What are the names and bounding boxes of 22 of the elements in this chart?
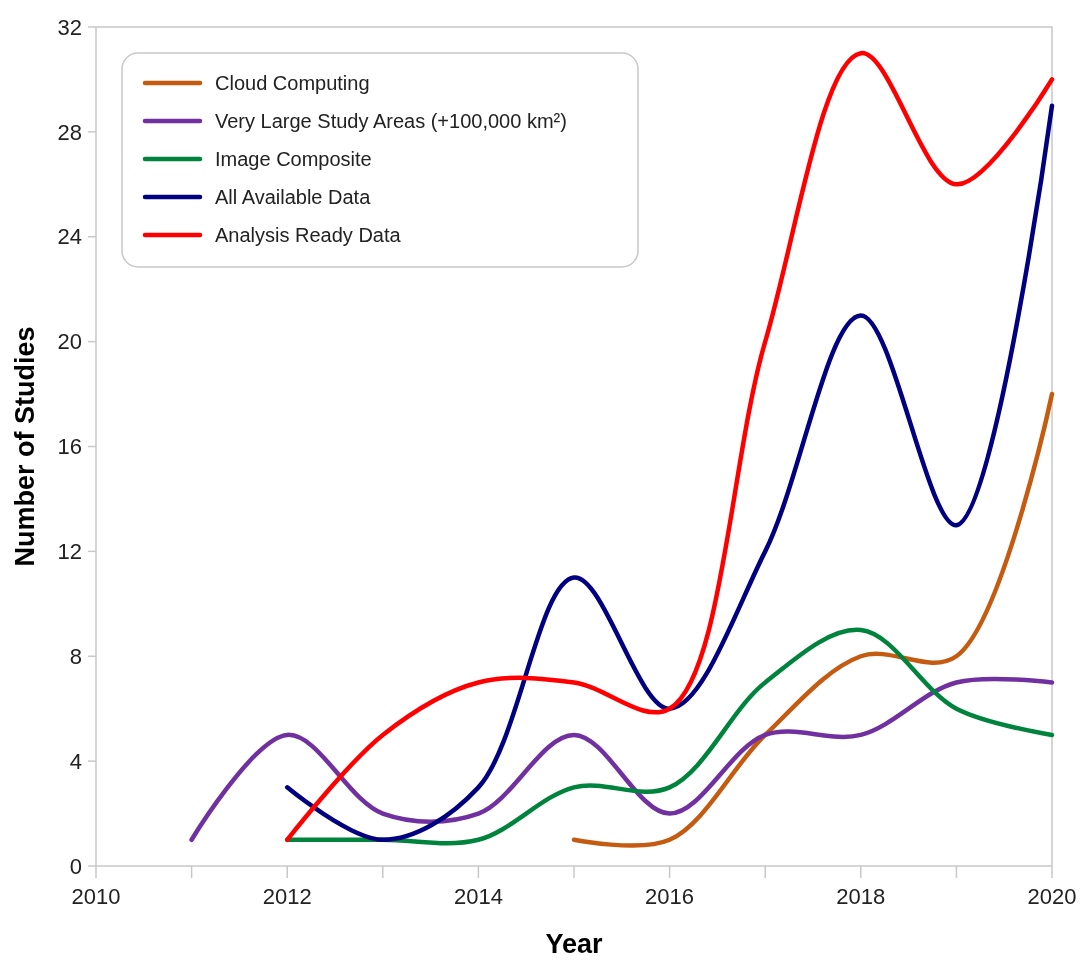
legend-label: Very Large Study Areas (+100,000 km²) xyxy=(215,110,567,132)
y-tick-label: 0 xyxy=(69,853,82,879)
legend-label: Image Composite xyxy=(215,148,372,170)
y-tick-label: 4 xyxy=(69,748,82,774)
x-tick-label: 2018 xyxy=(836,884,886,909)
x-tick-label: 2010 xyxy=(71,884,121,909)
legend-label: All Available Data xyxy=(215,186,372,208)
x-tick-label: 2020 xyxy=(1027,884,1077,909)
x-tick-label: 2016 xyxy=(645,884,695,909)
y-tick-label: 16 xyxy=(57,434,82,460)
x-tick-label: 2012 xyxy=(262,884,312,909)
legend-label: Analysis Ready Data xyxy=(215,224,402,246)
y-tick-label: 12 xyxy=(57,539,82,565)
y-tick-label: 24 xyxy=(57,224,82,250)
x-axis-title: Year xyxy=(545,929,604,959)
y-tick-label: 28 xyxy=(57,119,82,145)
y-axis-title: Number of Studies xyxy=(10,326,40,567)
y-tick-label: 32 xyxy=(57,14,82,40)
y-tick-label: 20 xyxy=(57,329,82,355)
x-tick-label: 2014 xyxy=(453,884,503,909)
y-tick-label: 8 xyxy=(69,643,82,669)
legend-label: Cloud Computing xyxy=(215,72,370,94)
